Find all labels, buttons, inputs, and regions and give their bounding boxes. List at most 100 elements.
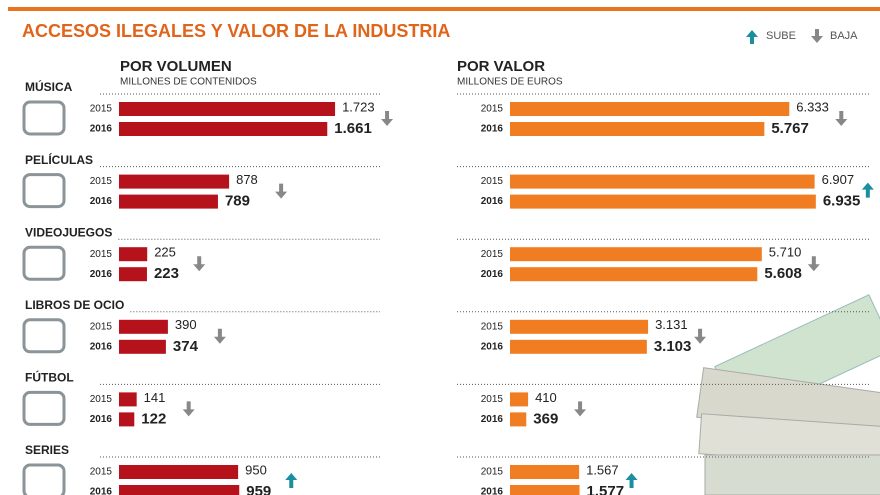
category-label: FÚTBOL: [25, 370, 74, 385]
bar: [119, 122, 328, 136]
year-label: 2015: [90, 104, 113, 115]
value-label: 374: [173, 338, 199, 355]
year-label: 2015: [481, 394, 504, 405]
category-icon: [22, 100, 66, 136]
category-label: LIBROS DE OCIO: [25, 298, 124, 312]
legend-down: BAJA: [830, 30, 858, 42]
title: ACCESOS ILEGALES Y VALOR DE LA INDUSTRIA: [22, 21, 450, 41]
value-label: 369: [533, 410, 558, 427]
trend-down: [193, 256, 206, 272]
bar: [119, 485, 240, 495]
value-label: 1.567: [586, 462, 619, 477]
category-icon: [22, 390, 66, 426]
bar: [510, 465, 580, 479]
legend-down-icon: [811, 29, 823, 43]
year-label: 2016: [90, 414, 113, 425]
trend-down: [694, 328, 707, 344]
bar: [510, 339, 647, 354]
bar: [510, 267, 758, 282]
category-label: MÚSICA: [25, 79, 73, 94]
year-label: 2015: [481, 467, 504, 478]
chart-title: POR VALOR: [457, 58, 545, 75]
value-label: 6.935: [823, 193, 861, 210]
banknote: [704, 454, 880, 495]
bar: [119, 339, 166, 354]
year-label: 2015: [90, 176, 113, 187]
trend-down: [381, 111, 394, 126]
bar: [119, 174, 230, 189]
year-label: 2016: [481, 414, 504, 425]
bar: [119, 247, 148, 262]
trend-up: [285, 473, 298, 488]
value-label: 1.723: [342, 99, 375, 114]
value-label: 225: [154, 245, 176, 260]
year-label: 2015: [90, 321, 113, 332]
value-label: 789: [225, 193, 250, 210]
bar: [119, 465, 239, 479]
value-label: 1.661: [334, 120, 372, 137]
value-label: 5.710: [769, 245, 802, 260]
year-label: 2016: [481, 124, 504, 135]
value-label: 223: [154, 265, 179, 282]
year-label: 2016: [90, 124, 113, 135]
value-label: 878: [236, 172, 258, 187]
category-label: VIDEOJUEGOS: [25, 225, 112, 239]
category-icon: [22, 245, 66, 281]
year-label: 2016: [481, 196, 504, 207]
value-label: 5.767: [771, 120, 809, 137]
year-label: 2015: [90, 249, 113, 260]
value-label: 3.103: [654, 338, 692, 355]
category-label: PELÍCULAS: [25, 152, 93, 167]
year-label: 2016: [481, 341, 504, 352]
trend-down: [835, 111, 848, 126]
value-label: 6.333: [796, 99, 829, 114]
bar: [510, 194, 816, 209]
legend-up-icon: [746, 30, 758, 44]
category-icon: [22, 318, 66, 354]
chart-subtitle: MILLONES DE CONTENIDOS: [120, 77, 257, 88]
year-label: 2016: [90, 487, 113, 495]
value-label: 1.577: [587, 483, 625, 495]
category-label: SERIES: [25, 443, 69, 457]
trend-up: [625, 473, 638, 488]
year-label: 2015: [90, 467, 113, 478]
bar: [510, 174, 815, 189]
category-icon: [22, 463, 66, 495]
value-label: 6.907: [822, 172, 855, 187]
bar: [119, 319, 168, 334]
year-label: 2015: [481, 176, 504, 187]
bar: [510, 485, 580, 495]
bar: [510, 247, 762, 262]
year-label: 2016: [90, 341, 113, 352]
year-label: 2015: [481, 249, 504, 260]
trend-up: [861, 182, 874, 198]
trend-down: [182, 401, 195, 417]
value-label: 959: [246, 483, 271, 495]
bar: [119, 102, 336, 116]
value-label: 390: [175, 317, 197, 332]
top-rule: [8, 7, 880, 11]
bar: [119, 194, 218, 209]
year-label: 2016: [481, 269, 504, 280]
bar: [510, 392, 529, 407]
bar: [510, 319, 649, 334]
year-label: 2016: [90, 269, 113, 280]
bar: [119, 392, 137, 407]
value-label: 3.131: [655, 317, 688, 332]
banknotes: [696, 294, 880, 495]
bar: [510, 122, 765, 136]
value-label: 141: [144, 390, 166, 405]
value-label: 950: [245, 462, 267, 477]
bar: [119, 412, 135, 427]
bar: [119, 267, 147, 282]
year-label: 2015: [90, 394, 113, 405]
category-icon: [22, 173, 66, 209]
trend-down: [807, 256, 820, 272]
trend-down: [574, 401, 587, 417]
value-label: 5.608: [764, 265, 802, 282]
legend-up: SUBE: [766, 30, 796, 42]
value-label: 410: [535, 390, 557, 405]
value-label: 122: [141, 410, 166, 427]
bar: [510, 102, 790, 116]
